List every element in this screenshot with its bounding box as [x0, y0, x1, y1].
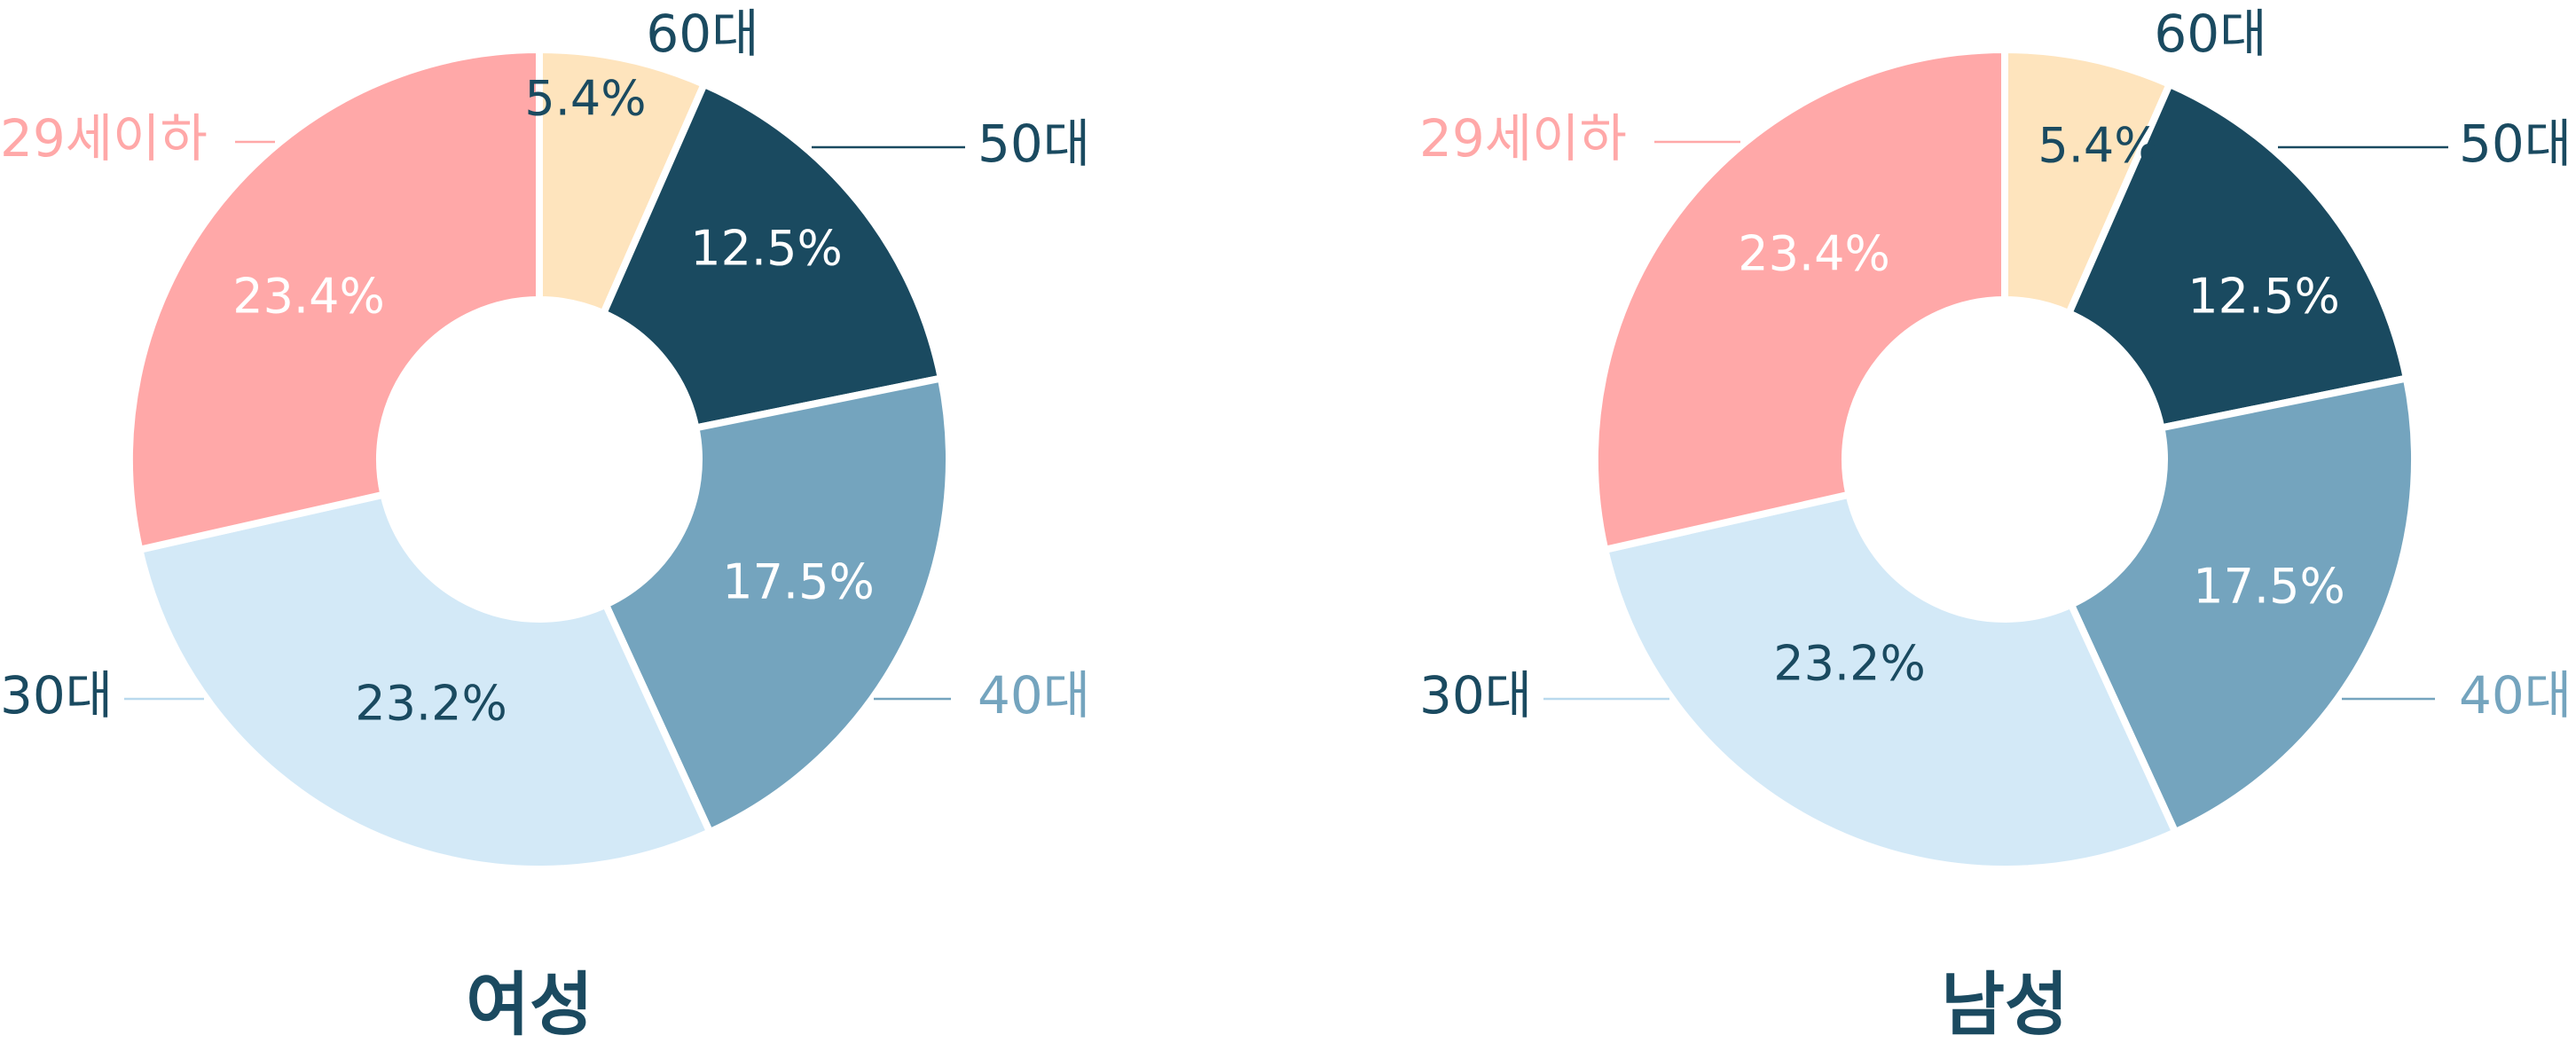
category-label-50s: 50대 — [978, 114, 1090, 174]
slice-40s — [2067, 374, 2418, 836]
value-label-30s: 23.2% — [355, 676, 507, 732]
donut-chart-male: 5.4% 60대 12.5% 50대 17.5% 40대 23.2% 30대 23.4% 29세이… — [1419, 4, 2572, 873]
category-label-40s: 40대 — [2459, 665, 2572, 726]
category-label-50s: 50대 — [2459, 114, 2572, 174]
value-label-40s: 17.5% — [722, 554, 875, 610]
donut-chart-female: 5.4%60대 12.5% 50대 17.5% 40대 23.2% 30대 23.4% 29세이… — [0, 4, 1090, 873]
slice-under-30 — [1591, 46, 2008, 553]
slice-50s — [600, 80, 945, 432]
slice-30s — [136, 490, 714, 873]
value-label-60s: 5.4% — [2038, 118, 2159, 174]
category-label-under-30: 29세이하 — [1419, 108, 1627, 169]
value-label-under-30: 23.4% — [232, 269, 385, 325]
category-label-under-30: 29세이하 — [0, 108, 208, 169]
value-label-50s: 12.5% — [690, 221, 843, 277]
value-label-60s: 5.4% — [524, 71, 646, 127]
slice-under-30 — [126, 46, 543, 553]
category-label-40s: 40대 — [978, 665, 1090, 726]
slice-50s — [2065, 80, 2410, 432]
category-label-30s: 30대 — [0, 665, 113, 726]
chart-title-female: 여성 — [466, 965, 593, 1045]
chart-title-male: 남성 — [1941, 965, 2069, 1045]
value-label-30s: 23.2% — [1773, 636, 1926, 692]
slice-30s — [1601, 490, 2179, 873]
slice-40s — [601, 374, 953, 836]
category-label-60s: 60대 — [646, 4, 758, 64]
category-label-30s: 30대 — [1419, 665, 1532, 726]
category-label-60s: 60대 — [2154, 4, 2266, 64]
value-label-50s: 12.5% — [2187, 269, 2340, 325]
value-label-40s: 17.5% — [2193, 559, 2345, 615]
value-label-under-30: 23.4% — [1738, 226, 1890, 282]
